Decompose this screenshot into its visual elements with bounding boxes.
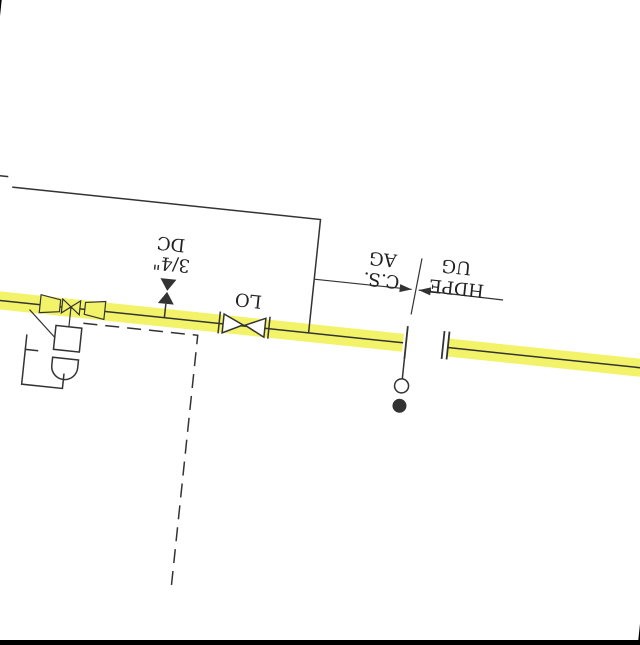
- ug-label: UG: [441, 254, 473, 278]
- circle-end-icon: [392, 358, 410, 413]
- ag-label: AG: [368, 247, 398, 271]
- valve-lo-label: LO: [234, 288, 263, 312]
- triangle-drain-icon: [157, 278, 177, 318]
- bypass-loop: [12, 186, 322, 333]
- cs-label: C.S.: [362, 267, 400, 292]
- size-label: 3/4": [152, 251, 191, 276]
- boundary-divider: [314, 258, 504, 315]
- dashed-boundary: [83, 322, 199, 587]
- edge-tick: [0, 174, 9, 178]
- transition-icon: [403, 326, 451, 360]
- reducer-icon: [38, 293, 107, 321]
- dc-label: DC: [156, 232, 186, 256]
- pressure-regulator-icon: [20, 309, 80, 390]
- bowtie-valve-icon: [217, 311, 271, 339]
